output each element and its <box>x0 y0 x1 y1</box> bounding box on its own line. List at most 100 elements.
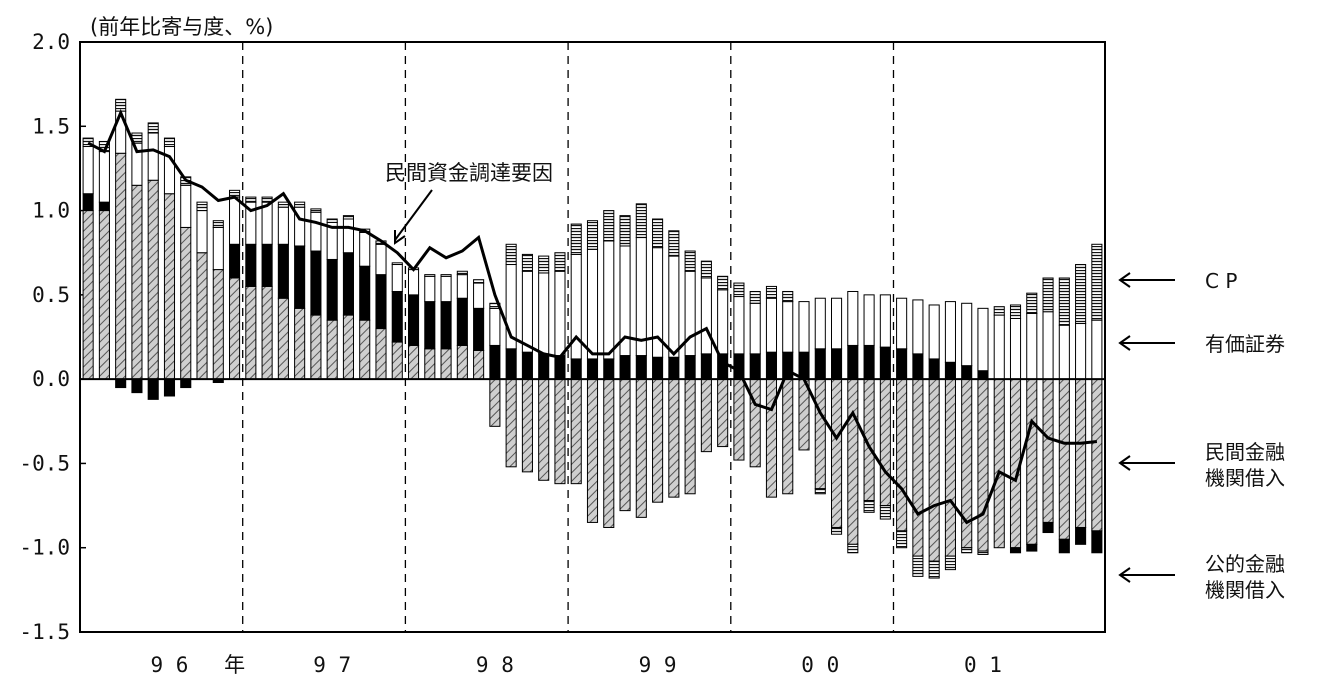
bar-segment <box>765 285 778 299</box>
bar-segment <box>163 378 176 397</box>
bar-segment <box>277 206 289 245</box>
bar-segment <box>342 252 354 316</box>
bar-segment <box>82 210 94 380</box>
bar-segment <box>554 378 566 485</box>
line-private-funding <box>87 108 1098 525</box>
x-tick-label: 年 <box>224 653 245 677</box>
bar-segment <box>147 179 159 380</box>
bar-segment <box>782 301 794 353</box>
bar-segment <box>196 210 208 254</box>
bar-segment <box>1058 324 1070 380</box>
bar-segment <box>359 231 371 267</box>
bar-segment <box>831 297 843 350</box>
bar-segment <box>1009 547 1022 554</box>
bar-segment <box>245 196 257 203</box>
bar-segment <box>359 265 371 321</box>
bar-segment <box>538 272 550 355</box>
bar-segment <box>684 355 696 380</box>
bar-segment <box>147 122 159 134</box>
year-dividers <box>242 42 895 632</box>
bar-segment <box>928 378 940 562</box>
bar-segment <box>456 274 468 299</box>
bar-segment <box>863 294 875 346</box>
bar-segment <box>652 218 664 249</box>
bar-segment <box>896 348 908 380</box>
bar-segment <box>391 341 403 380</box>
bar-segment <box>700 378 712 453</box>
bar-segment <box>521 351 533 380</box>
bar-segment <box>635 237 647 357</box>
bar-segment <box>554 252 566 272</box>
bar-segment <box>879 294 891 348</box>
bar-segment <box>440 301 452 350</box>
y-tick-label: 2.0 <box>32 30 70 54</box>
bar-segment <box>473 282 485 309</box>
bar-segment <box>684 250 696 272</box>
bar-segment <box>131 378 143 394</box>
y-axis-label: (前年比寄与度、%) <box>90 15 273 39</box>
bar-segment <box>684 270 696 357</box>
bar-segment <box>684 378 696 495</box>
bar-segment <box>1026 312 1038 380</box>
bar-segment <box>554 270 566 357</box>
bar-segment <box>82 137 94 148</box>
bar-segment <box>407 269 420 296</box>
bar-segment <box>912 299 924 355</box>
bar-segment <box>798 301 810 353</box>
bar-segment <box>505 243 517 266</box>
bar-segment <box>700 260 712 279</box>
bar-segment <box>993 378 1005 549</box>
bar-segment <box>993 314 1005 380</box>
bar-segment <box>1058 378 1070 540</box>
bar-segment <box>294 201 306 208</box>
bar-segment <box>375 274 387 330</box>
bar-segment <box>717 378 729 448</box>
bar-segment <box>310 208 322 213</box>
x-tick-label: 9 8 <box>476 653 514 677</box>
bar-segment <box>879 346 891 380</box>
bar-segment <box>586 378 599 523</box>
bar-segment <box>229 277 241 380</box>
bar-segment <box>944 301 956 363</box>
bar-segment <box>1075 378 1087 528</box>
bar-segment <box>798 351 810 380</box>
bar-segment <box>961 365 973 380</box>
bar-segment <box>163 137 176 148</box>
bar-segment <box>717 289 729 355</box>
bar-segment <box>98 210 110 380</box>
bar-segment <box>440 275 452 303</box>
bar-segment <box>814 297 826 350</box>
bar-segment <box>1026 378 1038 545</box>
bar-segment <box>245 285 257 380</box>
bar-segment <box>196 201 208 212</box>
y-ticks: 2.0 1.5 1.0 0.5 0.0 -0.5 -1.0 -1.5 <box>19 30 86 644</box>
bar-segment <box>1091 319 1103 380</box>
bar-segment <box>814 378 826 490</box>
bar-segment <box>668 230 680 257</box>
bar-segment <box>424 348 436 380</box>
bar-segment <box>765 378 778 498</box>
bar-segment <box>749 378 761 468</box>
bar-segment <box>961 547 973 554</box>
bar-segment <box>928 560 940 579</box>
x-tick-label: 9 9 <box>639 653 677 677</box>
bar-segment <box>342 314 354 380</box>
bar-segment <box>326 218 338 223</box>
bar-segment <box>261 201 273 245</box>
x-tick-label: 0 1 <box>964 653 1002 677</box>
bar-segment <box>765 297 778 353</box>
bar-segment <box>310 211 322 252</box>
bar-segment <box>407 294 420 346</box>
bar-segment <box>1009 317 1022 380</box>
bar-segment <box>82 193 94 212</box>
bar-segment <box>98 151 110 203</box>
bar-segment <box>229 196 241 245</box>
bar-segment <box>977 550 989 555</box>
bar-segment <box>977 378 989 552</box>
bar-segment <box>993 306 1005 316</box>
bar-segment <box>879 378 891 507</box>
bar-segment <box>749 302 761 355</box>
y-tick-label: -1.5 <box>19 620 70 644</box>
annotation-arrow-head <box>394 230 406 245</box>
bar-segment <box>115 378 127 389</box>
